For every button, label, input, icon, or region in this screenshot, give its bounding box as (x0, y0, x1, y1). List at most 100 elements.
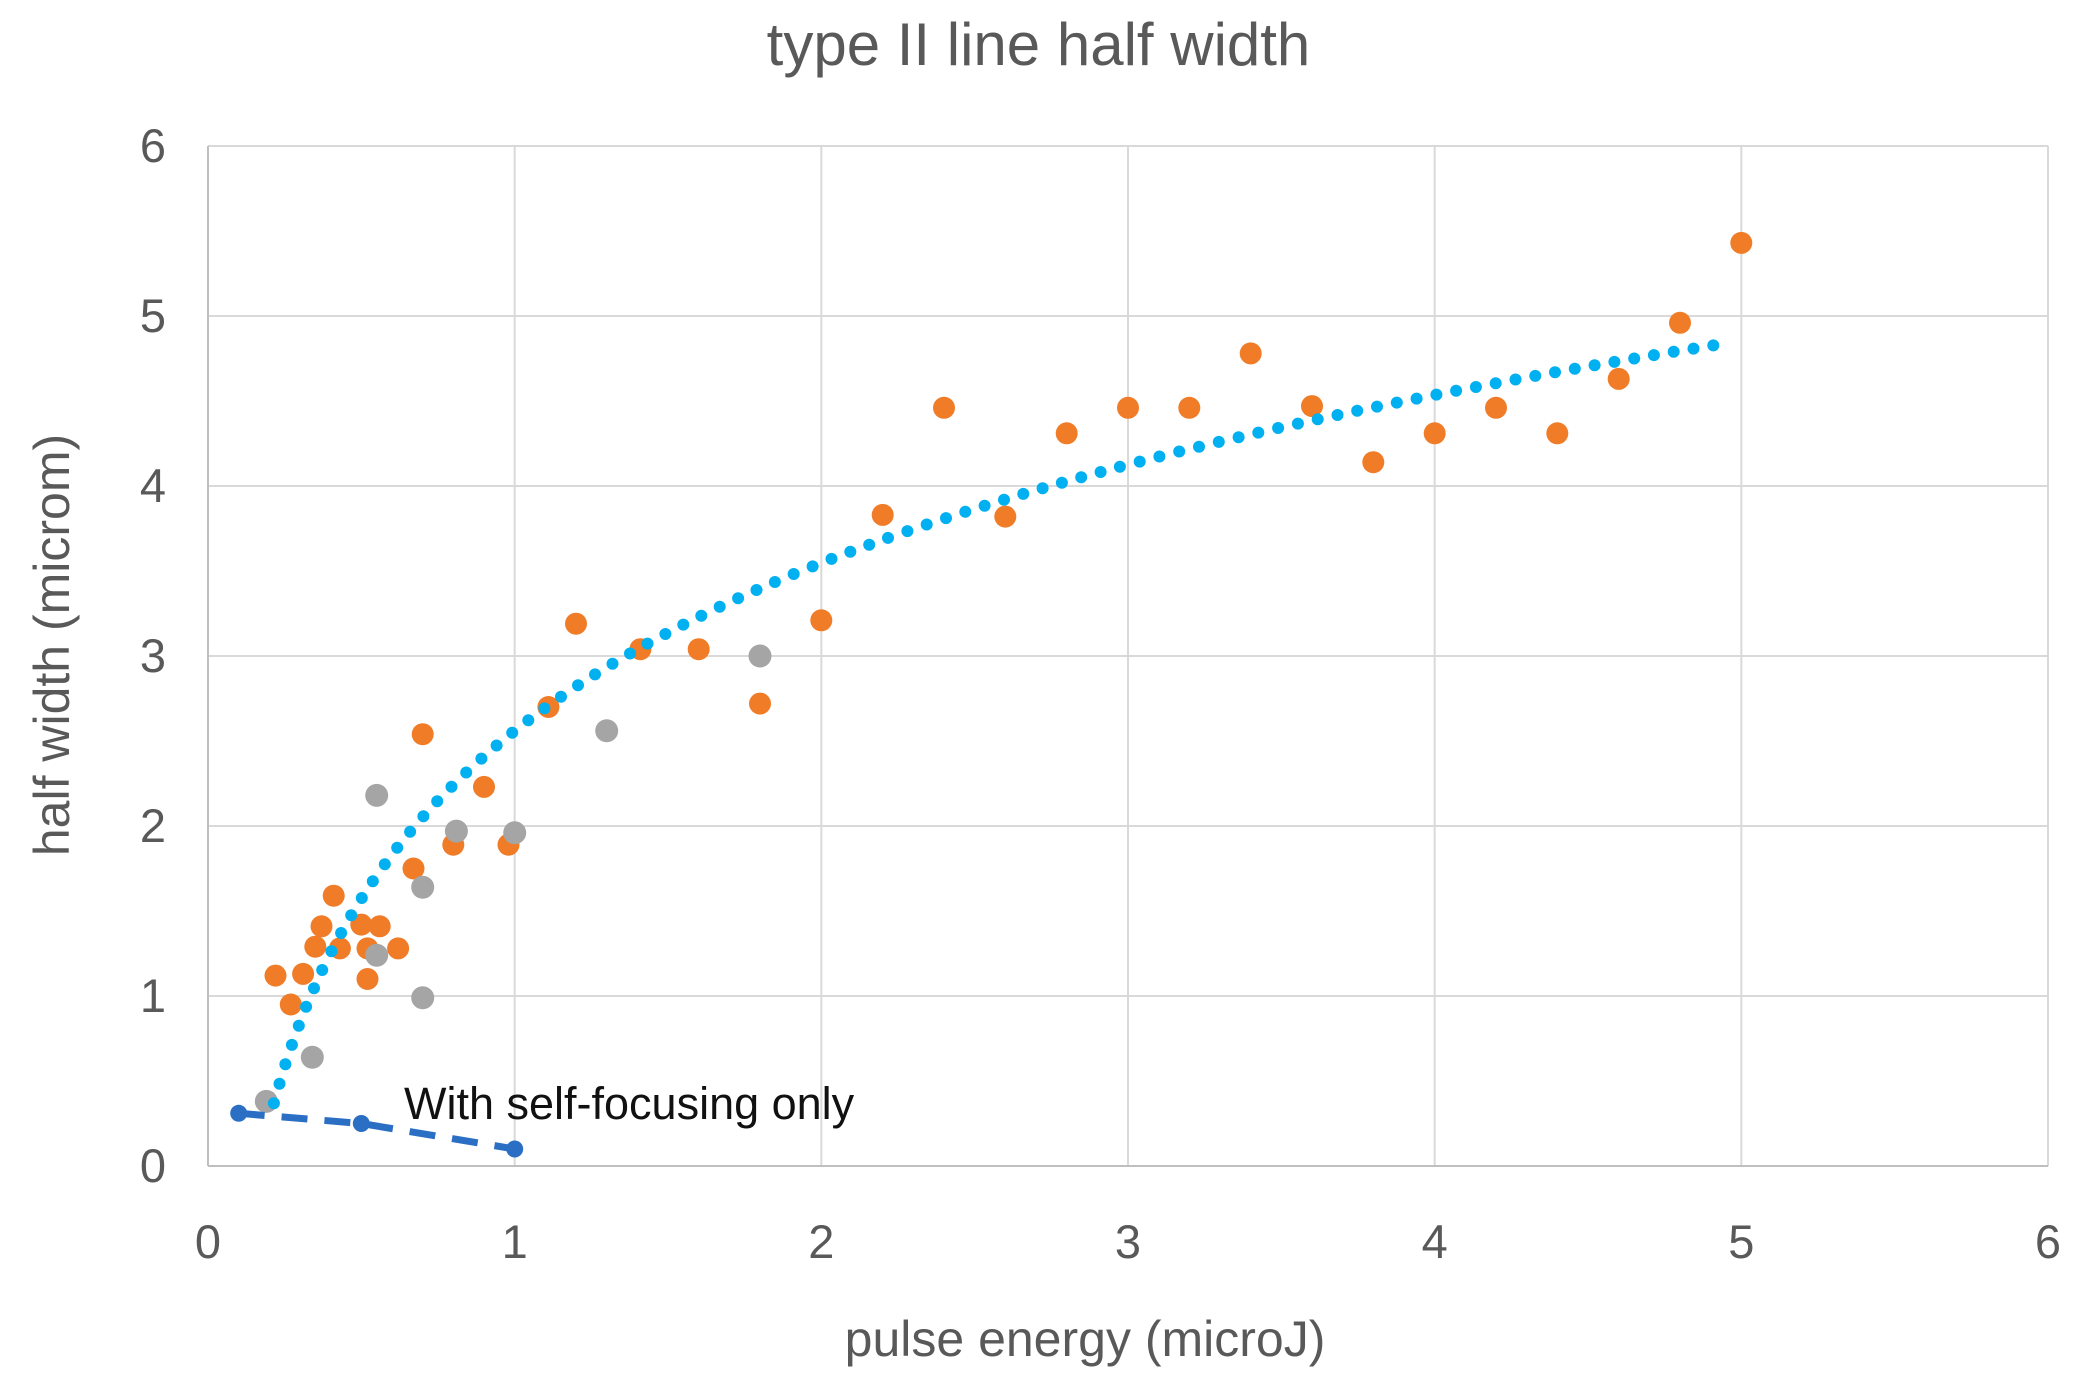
trend-dot (1371, 400, 1383, 413)
orange-point (292, 962, 315, 985)
trend-dot (750, 584, 763, 596)
x-tick-label: 3 (1115, 1215, 1141, 1268)
trend-dot (882, 531, 894, 544)
x-axis-title: pulse energy (microJ) (844, 1311, 1326, 1367)
trend-dot (1272, 422, 1285, 434)
trend-dot (1549, 366, 1561, 379)
orange-point (1178, 396, 1201, 419)
trend-dot (308, 982, 320, 995)
trend-dot (901, 525, 914, 538)
trend-dot (1647, 349, 1660, 362)
trend-dot (1055, 476, 1068, 489)
orange-point (356, 968, 379, 990)
trend-dot (273, 1077, 286, 1090)
gray-point (411, 986, 435, 1010)
trend-dot (355, 892, 368, 904)
orange-point (368, 915, 391, 938)
trend-dot (460, 766, 473, 779)
y-tick-label: 1 (140, 969, 166, 1022)
orange-point (1607, 367, 1630, 390)
y-tick-label: 0 (140, 1139, 166, 1192)
trend-dot (267, 1097, 280, 1110)
trend-dot (1133, 455, 1146, 468)
trend-dot (606, 657, 619, 670)
trend-dot (1628, 352, 1641, 365)
series-gray-points (254, 644, 772, 1113)
trend-dot (538, 702, 551, 715)
orange-point (994, 505, 1017, 528)
orange-point (1117, 396, 1139, 419)
trend-dot (555, 690, 567, 703)
orange-point (387, 937, 410, 960)
chart-title: type II line half width (766, 11, 1311, 78)
orange-point (279, 993, 302, 1016)
orange-point (473, 775, 495, 798)
y-tick-label: 6 (140, 119, 166, 172)
x-tick-label: 2 (808, 1215, 834, 1268)
orange-point (749, 692, 771, 715)
trend-dot (863, 538, 876, 551)
y-tick-label: 4 (140, 459, 166, 512)
trend-dot (1469, 381, 1482, 393)
trend-dot (431, 795, 444, 808)
orange-point (1485, 396, 1507, 419)
gray-point (748, 644, 772, 668)
orange-point (304, 935, 327, 958)
trend-dot (959, 505, 972, 518)
trend-dot (391, 841, 404, 854)
gray-point (503, 821, 527, 845)
trend-dot (1311, 413, 1324, 426)
trend-dot (279, 1058, 292, 1071)
orange-point (264, 964, 287, 987)
orange-point (1362, 451, 1385, 474)
trend-dot (1153, 450, 1166, 463)
trend-dot (641, 637, 654, 650)
trend-dot (1173, 445, 1186, 458)
x-tick-label: 0 (195, 1215, 221, 1268)
trend-dot (1687, 342, 1700, 355)
trend-dot (825, 552, 838, 565)
trend-dot (1094, 466, 1107, 478)
x-tick-label: 5 (1728, 1215, 1754, 1268)
orange-point (1055, 422, 1078, 445)
axes (207, 146, 2048, 1167)
trend-dot (1390, 396, 1403, 409)
orange-point (810, 609, 833, 632)
trend-dot (300, 1000, 313, 1013)
orange-point (1239, 342, 1262, 365)
trend-dot (506, 726, 519, 739)
trend-dot (732, 592, 745, 605)
trend-dot (345, 909, 358, 922)
gray-point (365, 943, 389, 967)
gridlines (208, 145, 2049, 1166)
trend-dot (366, 875, 379, 888)
trend-dot (1351, 404, 1364, 417)
trend-dot (1489, 377, 1502, 390)
self-focusing-annotation: With self-focusing only (404, 1078, 855, 1129)
orange-point (1669, 311, 1691, 334)
trend-dot (572, 679, 584, 692)
trend-dot (1529, 369, 1542, 382)
trend-dot (1410, 392, 1423, 405)
trend-dot (978, 499, 991, 512)
trend-dot (316, 964, 329, 976)
x-tick-label: 6 (2035, 1215, 2061, 1268)
series-orange-points (264, 231, 1753, 1016)
self-focusing-point (230, 1104, 248, 1122)
trend-dot (1252, 426, 1265, 439)
trend-dot (445, 780, 458, 793)
x-tick-label: 4 (1422, 1215, 1448, 1268)
trend-dot (659, 628, 672, 640)
series-self-focusing-only-points (230, 1104, 524, 1158)
orange-point (565, 612, 587, 635)
trend-dot (1588, 359, 1601, 372)
trend-dot (1509, 373, 1522, 386)
y-tick-label: 3 (140, 629, 166, 682)
trend-dot (285, 1038, 298, 1051)
orange-point (871, 503, 894, 526)
trend-dot (325, 945, 338, 958)
gray-point (365, 783, 389, 807)
orange-point (402, 857, 425, 880)
trend-dot (1075, 471, 1088, 484)
